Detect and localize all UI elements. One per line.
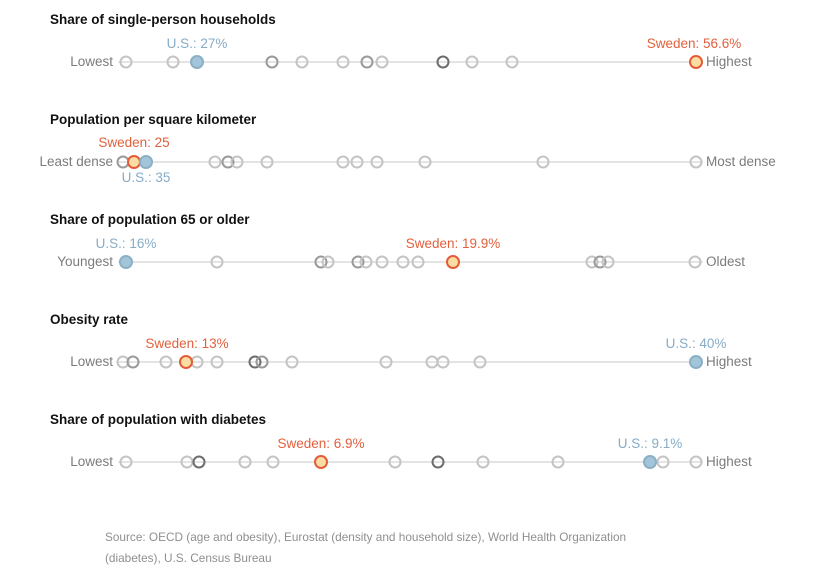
axis-line bbox=[118, 361, 703, 363]
metric-title: Share of single-person households bbox=[50, 12, 276, 27]
country-dot bbox=[536, 155, 550, 169]
country-dot bbox=[431, 455, 445, 469]
axis-min-label: Lowest bbox=[70, 354, 113, 369]
country-dot bbox=[210, 355, 224, 369]
sweden-dot bbox=[689, 55, 703, 69]
country-dot bbox=[505, 55, 519, 69]
metric-title: Obesity rate bbox=[50, 312, 129, 327]
country-dot bbox=[370, 155, 384, 169]
country-dot bbox=[238, 455, 252, 469]
country-dot bbox=[476, 455, 490, 469]
country-dot bbox=[336, 55, 350, 69]
sweden-value-label: Sweden: 19.9% bbox=[405, 236, 501, 251]
country-dot bbox=[210, 255, 224, 269]
axis-min-label: Least dense bbox=[39, 154, 113, 169]
axis-line bbox=[118, 61, 703, 63]
axis-line bbox=[118, 261, 703, 263]
country-dot bbox=[418, 155, 432, 169]
country-dot bbox=[360, 55, 374, 69]
country-dot bbox=[159, 355, 173, 369]
country-dot bbox=[388, 455, 402, 469]
country-dot bbox=[295, 55, 309, 69]
country-dot bbox=[321, 255, 335, 269]
country-dot bbox=[350, 155, 364, 169]
sweden-value-label: Sweden: 25 bbox=[98, 135, 170, 150]
axis-min-label: Lowest bbox=[70, 54, 113, 69]
metric-title: Share of population 65 or older bbox=[50, 212, 250, 227]
country-dot bbox=[379, 355, 393, 369]
country-dot bbox=[375, 55, 389, 69]
sweden-dot bbox=[314, 455, 328, 469]
country-dot bbox=[465, 55, 479, 69]
country-dot bbox=[656, 455, 670, 469]
metric-title: Share of population with diabetes bbox=[50, 412, 267, 427]
us-value-label: U.S.: 35 bbox=[121, 170, 171, 185]
us-value-label: U.S.: 27% bbox=[166, 36, 228, 51]
us-dot bbox=[139, 155, 153, 169]
us-dot bbox=[689, 355, 703, 369]
country-dot bbox=[436, 55, 450, 69]
axis-max-label: Oldest bbox=[706, 254, 746, 269]
country-dot bbox=[285, 355, 299, 369]
axis-line bbox=[118, 161, 703, 163]
country-dot bbox=[265, 55, 279, 69]
country-dot bbox=[119, 55, 133, 69]
us-dot bbox=[119, 255, 133, 269]
sweden-dot bbox=[179, 355, 193, 369]
country-dot bbox=[436, 355, 450, 369]
country-dot bbox=[411, 255, 425, 269]
us-dot bbox=[643, 455, 657, 469]
country-dot bbox=[208, 155, 222, 169]
country-dot bbox=[688, 255, 702, 269]
axis-min-label: Lowest bbox=[70, 454, 113, 469]
source-line-2: (diabetes), U.S. Census Bureau bbox=[105, 551, 272, 565]
country-dot bbox=[126, 355, 140, 369]
country-dot bbox=[396, 255, 410, 269]
country-dot bbox=[260, 155, 274, 169]
country-dot bbox=[192, 455, 206, 469]
country-dot bbox=[375, 255, 389, 269]
source-note: Source: OECD (age and obesity), Eurostat… bbox=[105, 527, 626, 569]
sweden-dot bbox=[446, 255, 460, 269]
country-dot bbox=[689, 455, 703, 469]
us-dot bbox=[190, 55, 204, 69]
country-dot bbox=[255, 355, 269, 369]
sweden-value-label: Sweden: 56.6% bbox=[646, 36, 742, 51]
axis-max-label: Highest bbox=[706, 354, 752, 369]
country-dot bbox=[551, 455, 565, 469]
us-value-label: U.S.: 40% bbox=[665, 336, 727, 351]
source-line-1: Source: OECD (age and obesity), Eurostat… bbox=[105, 530, 627, 544]
axis-max-label: Highest bbox=[706, 54, 752, 69]
axis-min-label: Youngest bbox=[57, 254, 113, 269]
country-dot bbox=[230, 155, 244, 169]
metric-title: Population per square kilometer bbox=[50, 112, 257, 127]
country-dot bbox=[166, 55, 180, 69]
sweden-value-label: Sweden: 13% bbox=[145, 336, 229, 351]
country-dot bbox=[336, 155, 350, 169]
country-dot bbox=[473, 355, 487, 369]
country-dot bbox=[601, 255, 615, 269]
axis-line bbox=[118, 461, 703, 463]
country-dot bbox=[689, 155, 703, 169]
country-dot bbox=[266, 455, 280, 469]
us-value-label: U.S.: 9.1% bbox=[617, 436, 683, 451]
sweden-value-label: Sweden: 6.9% bbox=[277, 436, 365, 451]
country-dot bbox=[119, 455, 133, 469]
country-dot bbox=[359, 255, 373, 269]
us-value-label: U.S.: 16% bbox=[95, 236, 157, 251]
axis-max-label: Highest bbox=[706, 454, 752, 469]
axis-max-label: Most dense bbox=[706, 154, 776, 169]
